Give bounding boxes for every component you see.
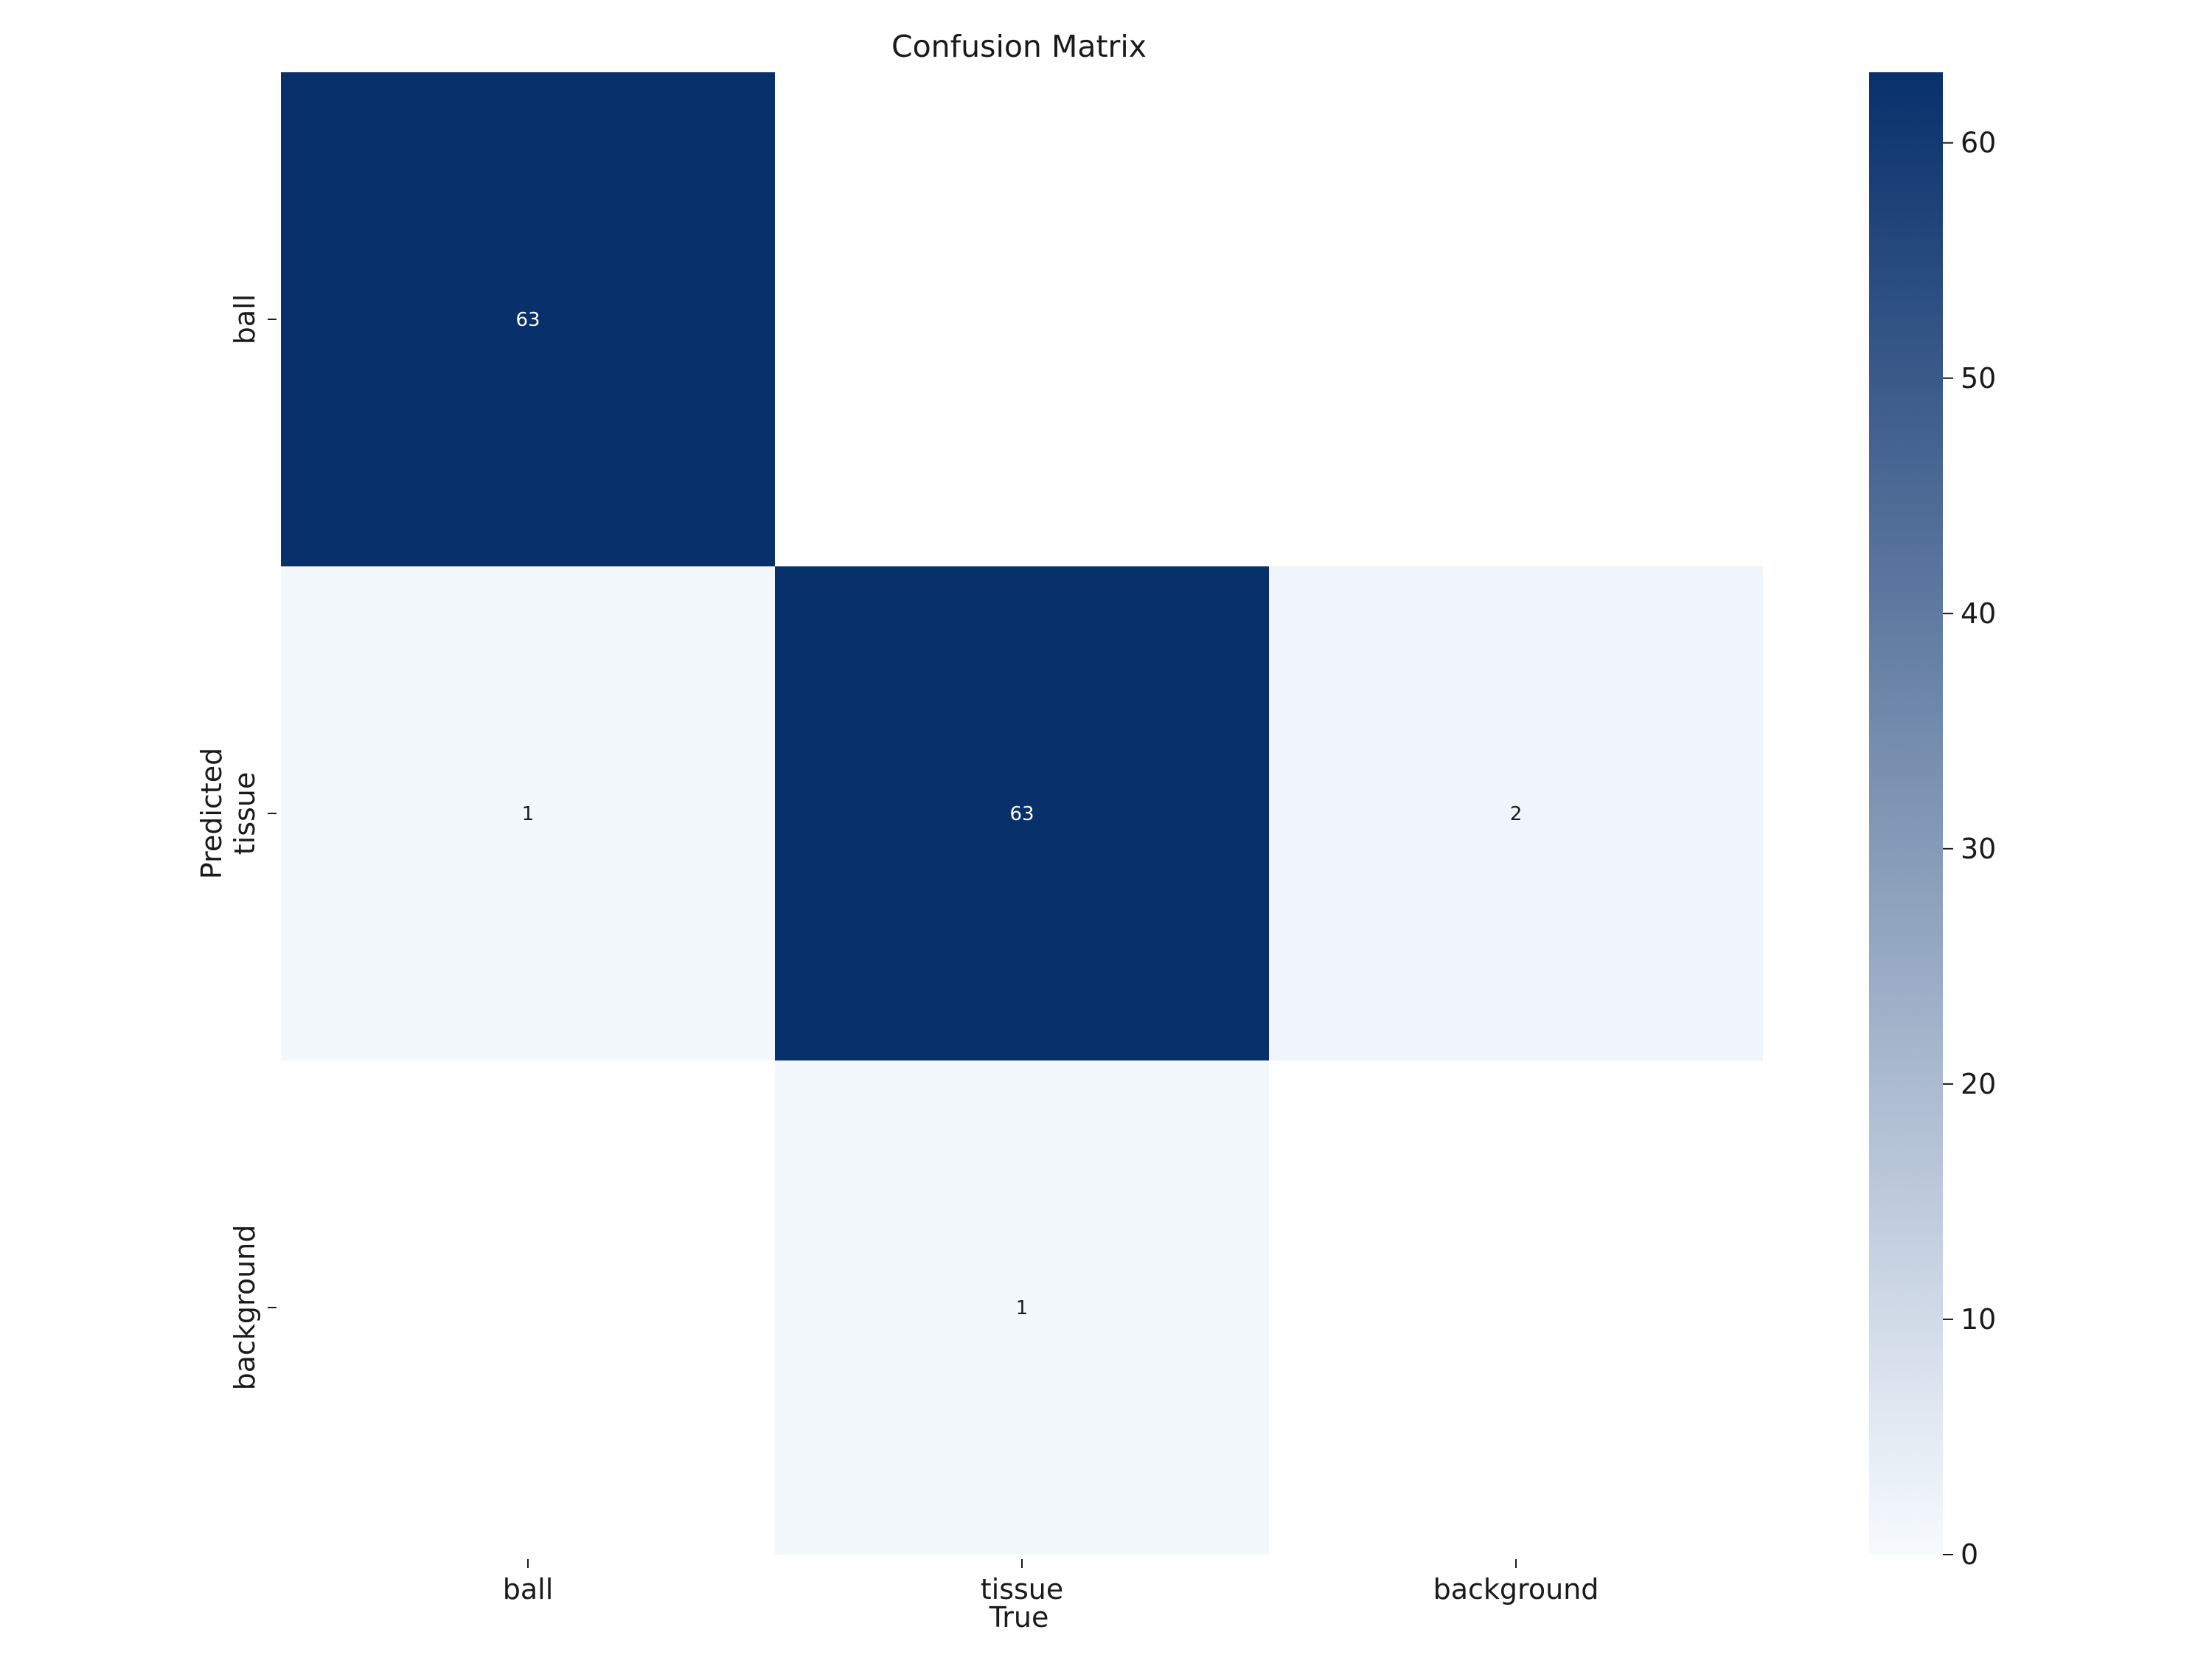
y-axis-label: Predicted	[195, 748, 228, 879]
chart-title: Confusion Matrix	[891, 29, 1147, 64]
cell-value-label: 1	[522, 803, 535, 825]
y-tick-label-background: background	[229, 1225, 261, 1391]
colorbar-tick-label: 50	[1961, 362, 1996, 395]
x-tick-label-ball: ball	[503, 1573, 554, 1605]
heatmap-cell-background-tissue	[775, 1060, 1269, 1555]
heatmap-cell-tissue-background	[1269, 566, 1763, 1060]
colorbar-tick-label: 0	[1961, 1538, 1978, 1571]
heatmap-cell-ball-ball	[281, 72, 775, 566]
cell-value-label: 63	[1009, 803, 1034, 825]
heatmap-cell-labels: 63 1 63 2 1	[515, 309, 1522, 1319]
y-tick-label-tissue: tissue	[229, 772, 261, 855]
colorbar-tick-label: 10	[1961, 1303, 1996, 1336]
heatmap-cell-tissue-tissue	[775, 566, 1269, 1060]
colorbar-tick-label: 30	[1961, 833, 1996, 865]
heatmap-cells	[281, 72, 1763, 1555]
colorbar-tick-label: 40	[1961, 597, 1996, 630]
colorbar-tick-label: 60	[1961, 127, 1996, 159]
cell-value-label: 1	[1016, 1297, 1029, 1319]
x-axis-label: True	[989, 1601, 1049, 1634]
x-tick-label-tissue: tissue	[981, 1573, 1064, 1605]
colorbar: 0 10 20 30 40 50 60	[1869, 72, 1996, 1571]
cell-value-label: 63	[515, 309, 540, 331]
x-axis: ball tissue background	[503, 1559, 1599, 1605]
cell-value-label: 2	[1510, 803, 1523, 825]
colorbar-gradient	[1869, 72, 1943, 1555]
y-tick-label-ball: ball	[229, 294, 261, 345]
colorbar-tick-label: 20	[1961, 1068, 1996, 1100]
x-tick-label-background: background	[1433, 1573, 1599, 1605]
heatmap-cell-tissue-ball	[281, 566, 775, 1060]
y-axis: ball tissue background	[229, 294, 276, 1391]
